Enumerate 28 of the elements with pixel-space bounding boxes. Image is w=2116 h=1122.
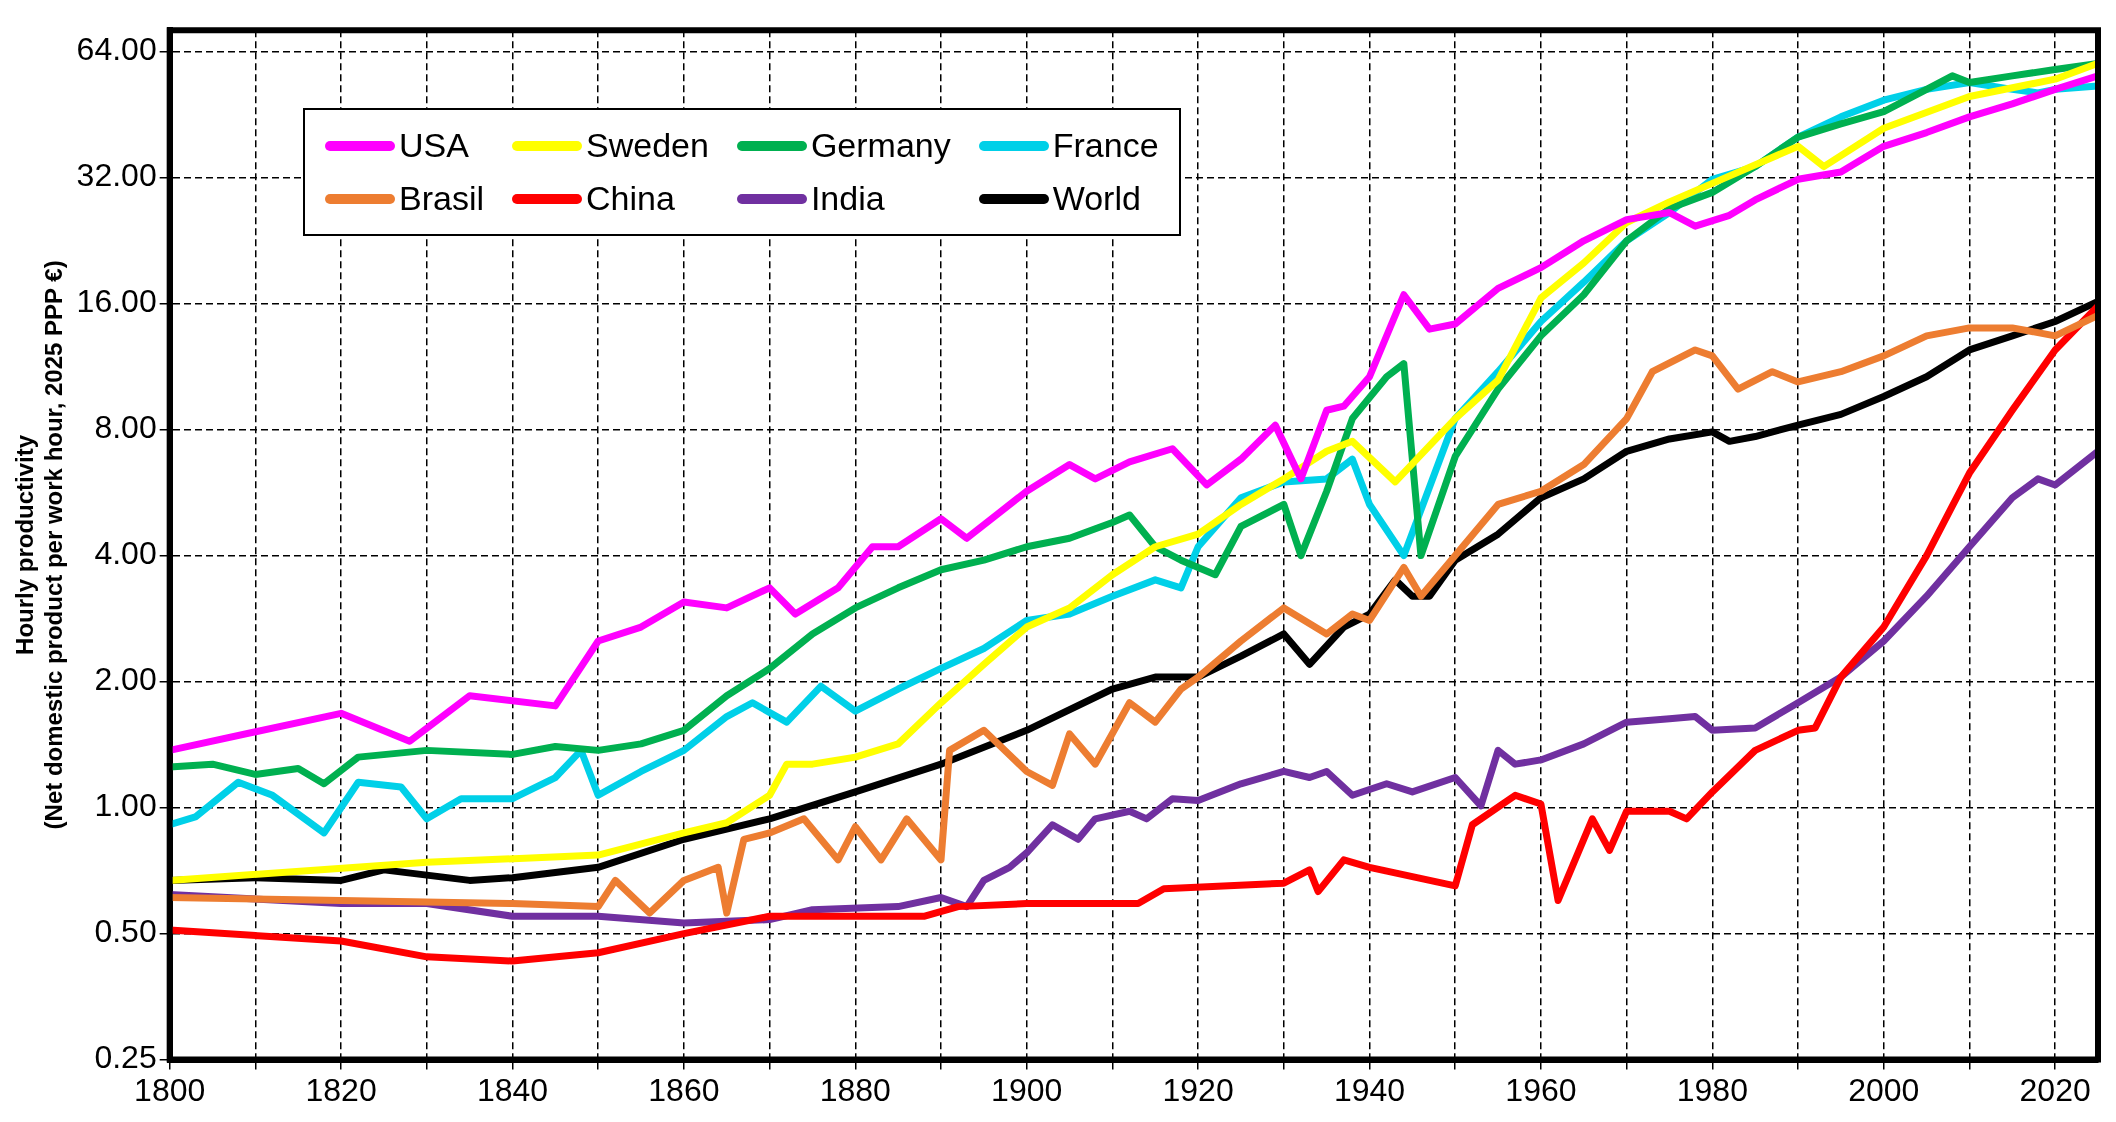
legend-label: Germany bbox=[810, 126, 951, 165]
x-tick-label: 1880 bbox=[819, 1071, 891, 1108]
legend-label: World bbox=[1052, 179, 1141, 218]
y-tick-label: 4.00 bbox=[94, 535, 157, 572]
x-tick-label: 1860 bbox=[648, 1071, 720, 1108]
legend-label: Sweden bbox=[586, 126, 709, 165]
y-tick-label: 0.50 bbox=[94, 913, 157, 950]
x-tick-label: 2000 bbox=[1848, 1071, 1920, 1108]
x-tick-label: 1980 bbox=[1676, 1071, 1748, 1108]
x-tick-label: 2020 bbox=[2019, 1071, 2091, 1108]
y-axis-title: Hourly productivity (Net domestic product per work hour, 2025 PPP €) bbox=[11, 260, 67, 830]
legend-label: France bbox=[1052, 126, 1159, 165]
legend-label: China bbox=[586, 179, 675, 218]
x-tick-label: 1920 bbox=[1162, 1071, 1234, 1108]
x-tick-label: 1900 bbox=[991, 1071, 1063, 1108]
y-tick-label: 16.00 bbox=[76, 283, 157, 320]
x-tick-label: 1960 bbox=[1505, 1071, 1577, 1108]
y-tick-label: 32.00 bbox=[76, 157, 157, 194]
y-tick-label: 2.00 bbox=[94, 661, 157, 698]
x-tick-label: 1840 bbox=[476, 1071, 549, 1108]
legend-label: USA bbox=[399, 126, 469, 165]
legend-label: Brasil bbox=[399, 179, 485, 218]
x-tick-label: 1820 bbox=[305, 1071, 377, 1108]
legend-label: India bbox=[810, 179, 885, 218]
y-tick-label: 64.00 bbox=[76, 31, 157, 68]
y-tick-label: 8.00 bbox=[94, 409, 157, 446]
y-tick-label: 1.00 bbox=[94, 787, 157, 824]
x-tick-label: 1940 bbox=[1333, 1071, 1406, 1108]
